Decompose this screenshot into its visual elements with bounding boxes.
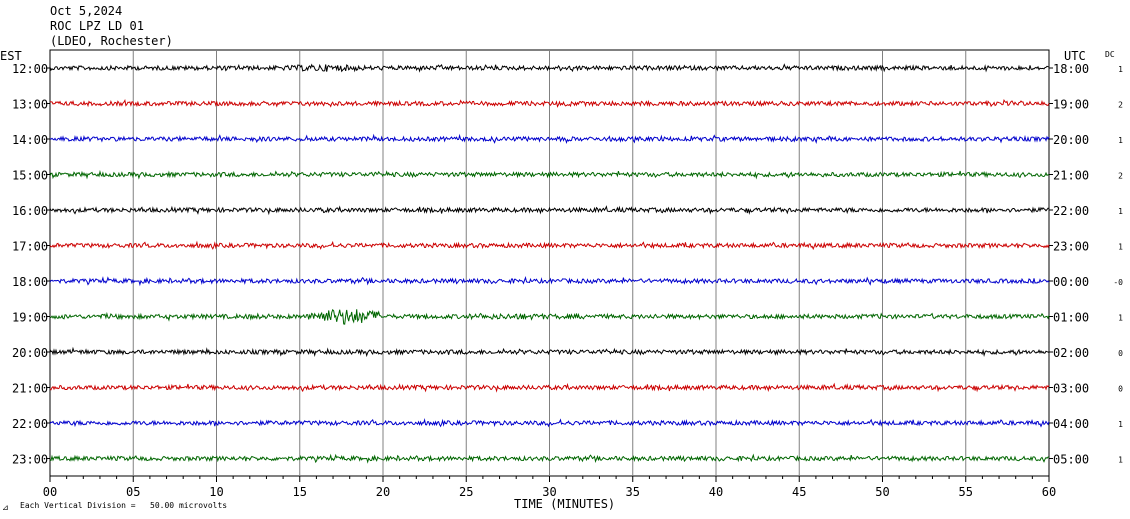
header-station: ROC LPZ LD 01 xyxy=(50,19,144,33)
x-tick-label: 40 xyxy=(709,485,723,499)
x-tick-label: 60 xyxy=(1042,485,1056,499)
x-tick-label: 15 xyxy=(293,485,307,499)
trace-line xyxy=(49,63,1050,73)
trace-line xyxy=(49,276,1050,287)
utc-hour-label: 01:00 xyxy=(1053,311,1089,325)
vertical-division-scale: Each Vertical Division = 50.00 microvolt… xyxy=(20,501,227,510)
left-timezone-label: EST xyxy=(0,49,22,63)
utc-hour-label: 04:00 xyxy=(1053,417,1089,431)
dc-offset-value: 1 xyxy=(1118,314,1123,323)
trace-line xyxy=(49,169,1050,180)
x-tick-label: 00 xyxy=(43,485,57,499)
utc-hour-label: 00:00 xyxy=(1053,275,1089,289)
est-hour-label: 12:00 xyxy=(12,62,48,76)
utc-hour-label: 02:00 xyxy=(1053,346,1089,360)
est-hour-label: 14:00 xyxy=(12,133,48,147)
trace-line xyxy=(49,382,1050,393)
dc-offset-value: 1 xyxy=(1118,456,1123,465)
utc-hour-label: 23:00 xyxy=(1053,240,1089,254)
est-hour-label: 18:00 xyxy=(12,275,48,289)
est-hour-label: 22:00 xyxy=(12,417,48,431)
trace-line xyxy=(49,98,1050,108)
dc-offset-value: 2 xyxy=(1118,101,1123,110)
est-hour-label: 20:00 xyxy=(12,346,48,360)
dc-offset-value: 0 xyxy=(1118,385,1123,394)
trace-line xyxy=(49,453,1050,464)
utc-hour-label: 03:00 xyxy=(1053,382,1089,396)
est-hour-label: 16:00 xyxy=(12,204,48,218)
est-hour-label: 23:00 xyxy=(12,453,48,467)
chart-grid xyxy=(46,49,1053,482)
utc-hour-label: 22:00 xyxy=(1053,204,1089,218)
seismogram-traces xyxy=(49,63,1050,464)
dc-offset-value: 2 xyxy=(1118,172,1123,181)
trace-line xyxy=(49,308,1050,325)
trace-line xyxy=(49,417,1050,428)
x-tick-label: 35 xyxy=(626,485,640,499)
dc-offset-value: 1 xyxy=(1118,207,1123,216)
x-tick-label: 55 xyxy=(959,485,973,499)
dc-offset-value: 1 xyxy=(1118,136,1123,145)
dc-offset-value: 1 xyxy=(1118,243,1123,252)
dc-header-label: DC xyxy=(1105,50,1115,59)
x-tick-label: 20 xyxy=(376,485,390,499)
utc-hour-label: 21:00 xyxy=(1053,169,1089,183)
utc-hour-label: 20:00 xyxy=(1053,133,1089,147)
est-hour-label: 17:00 xyxy=(12,240,48,254)
right-timezone-label: UTC xyxy=(1064,49,1086,63)
x-tick-label: 05 xyxy=(126,485,140,499)
est-hour-label: 13:00 xyxy=(12,98,48,112)
x-tick-label: 25 xyxy=(459,485,473,499)
header-date: Oct 5,2024 xyxy=(50,4,123,18)
trace-line xyxy=(49,346,1050,358)
dc-offset-value: 0 xyxy=(1118,349,1123,358)
header-network: (LDEO, Rochester) xyxy=(50,34,173,48)
x-axis-label: TIME (MINUTES) xyxy=(514,497,615,511)
utc-hour-label: 18:00 xyxy=(1053,62,1089,76)
est-hour-label: 21:00 xyxy=(12,382,48,396)
x-tick-label: 45 xyxy=(792,485,806,499)
trace-line xyxy=(49,133,1050,145)
scale-icon: ⊿ xyxy=(2,503,9,512)
est-hour-label: 19:00 xyxy=(12,311,48,325)
x-tick-label: 50 xyxy=(875,485,889,499)
dc-offset-value: 1 xyxy=(1118,420,1123,429)
trace-line xyxy=(49,205,1050,216)
utc-hour-label: 05:00 xyxy=(1053,453,1089,467)
x-tick-label: 30 xyxy=(542,485,556,499)
x-tick-label: 10 xyxy=(209,485,223,499)
dc-offset-value: -0 xyxy=(1113,278,1123,287)
trace-line xyxy=(49,240,1050,251)
dc-offset-value: 1 xyxy=(1118,65,1123,74)
utc-hour-label: 19:00 xyxy=(1053,98,1089,112)
est-hour-label: 15:00 xyxy=(12,169,48,183)
